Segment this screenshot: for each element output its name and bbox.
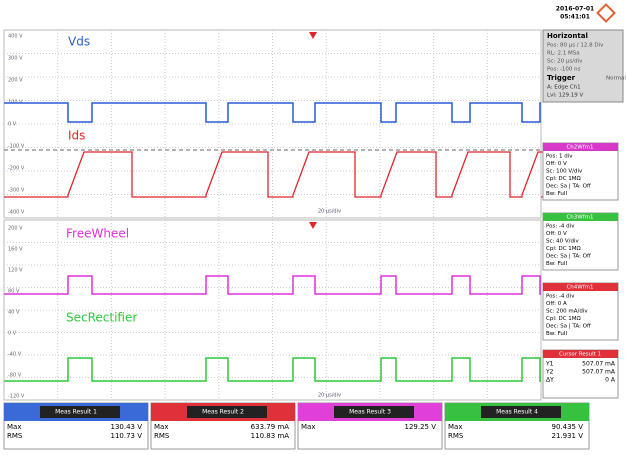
panel-line: Pos: -100 ns <box>547 67 581 73</box>
meas-value: 21.931 V <box>551 432 583 440</box>
panel-header <box>543 143 618 151</box>
panel-line: Bw: Full <box>546 191 567 197</box>
trace-freewheel <box>4 275 541 295</box>
axis-label: -120 V <box>8 394 25 400</box>
axis-label: 120 V <box>8 268 23 274</box>
panel-line: Bw: Full <box>546 261 567 267</box>
axis-label: 80 V <box>8 289 20 295</box>
axis-label: 0 V <box>8 122 17 128</box>
cursor-key: Y2 <box>545 369 554 376</box>
panel-line: Sc: 100 V/div <box>546 169 583 175</box>
channel-panel <box>542 282 619 341</box>
panel-title: Cursor Result 1 <box>559 352 601 358</box>
axis-label: 300 V <box>8 56 23 62</box>
meas-key: RMS <box>154 432 170 440</box>
panel-title: Ch2Wfm1 <box>566 145 593 151</box>
channel-label: SecRectifier <box>66 311 137 325</box>
axis-label: -400 V <box>8 210 25 216</box>
panel-header <box>543 283 618 291</box>
panel-title: Horizontal <box>547 32 588 40</box>
panel-line: Dec: Sa | TA: Off <box>546 184 591 190</box>
channel-label: Vds <box>68 35 90 49</box>
meas-value: 110.73 V <box>110 432 142 440</box>
axis-label: 160 V <box>8 247 23 253</box>
channel-label: Ids <box>68 129 85 143</box>
panel-line: A: Edge Ch1 <box>547 85 581 91</box>
axis-label: 200 V <box>8 226 23 232</box>
axis-label: 40 V <box>8 310 20 316</box>
meas-title: Meas Result 1 <box>55 409 97 416</box>
meas-title: Meas Result 3 <box>349 409 391 416</box>
panel-title: Ch3Wfm1 <box>566 215 593 221</box>
meas-key: Max <box>448 423 462 431</box>
cursor-value: 507.07 mA <box>582 361 616 368</box>
time: 05:41:01 <box>560 14 590 21</box>
panel-line: Dec: Sa | TA: Off <box>546 254 591 260</box>
panel-line: Pos: 80 µs / 12.8 Div <box>547 43 604 49</box>
horizontal-panel <box>542 29 624 103</box>
trace-vds <box>4 102 541 123</box>
panel-line: Off: 0 V <box>546 231 567 237</box>
panel-line: Pos: 1 div <box>546 154 573 160</box>
axis-label: -80 V <box>8 373 22 379</box>
cursor-key: Y1 <box>545 361 554 368</box>
trigger-marker <box>309 32 317 39</box>
date: 2016-07-01 <box>556 6 594 13</box>
axis-label: -200 V <box>8 166 25 172</box>
panel-header <box>543 213 618 221</box>
axis-label: -40 V <box>8 352 22 358</box>
panel-line: RL: 2.1 MSa <box>547 51 580 57</box>
trigger-marker <box>309 222 317 229</box>
axis-label: 0 V <box>8 331 17 337</box>
timebase: 20 µs/div <box>318 393 341 399</box>
meas-value: 110.83 mA <box>251 432 290 440</box>
panel-line: Lvl: 129.19 V <box>547 93 583 99</box>
meas-value: 130.43 V <box>110 423 142 431</box>
panel-line: Sc: 20 µs/div <box>547 59 583 65</box>
panel-title: Trigger <box>547 74 576 82</box>
logo <box>596 3 616 23</box>
trace-secrectifier <box>4 357 541 382</box>
axis-label: -300 V <box>8 188 25 194</box>
meas-title: Meas Result 4 <box>496 409 538 416</box>
meas-key: RMS <box>448 432 464 440</box>
axis-label: 200 V <box>8 78 23 84</box>
cursor-value: 0 A <box>605 377 616 384</box>
meas-key: Max <box>7 423 21 431</box>
meas-value: 633.79 mA <box>251 423 290 431</box>
timebase: 20 µs/div <box>318 209 341 215</box>
trace-ids <box>4 151 581 198</box>
meas-value: 90.435 V <box>551 423 583 431</box>
panel-line: Cpl: DC 1MΩ <box>546 246 581 252</box>
meas-title-bg <box>334 406 414 418</box>
meas-title-bg <box>481 406 561 418</box>
panel-header <box>543 350 618 358</box>
trigger-mode: Normal <box>606 76 626 82</box>
meas-title: Meas Result 2 <box>202 409 244 416</box>
panel-line: Cpl: DC 1MΩ <box>546 176 581 182</box>
axis-label: -100 V <box>8 144 25 150</box>
channel-label: FreeWheel <box>66 227 129 241</box>
meas-title-bg <box>187 406 267 418</box>
panel-line: Off: 0 A <box>546 301 567 307</box>
channel-panel <box>542 212 619 271</box>
meas-key: Max <box>154 423 168 431</box>
panel-line: Cpl: DC 1MΩ <box>546 316 581 322</box>
panel-title: Ch4Wfm1 <box>566 285 593 291</box>
panel-line: Sc: 40 V/div <box>546 239 579 245</box>
cursor-key: ΔY <box>546 377 554 384</box>
axis-label: 400 V <box>8 34 23 40</box>
meas-value: 129.25 V <box>404 423 436 431</box>
cursor-value: 507.07 mA <box>582 369 616 376</box>
panel-line: Pos: -4 div <box>546 294 575 300</box>
panel-line: Bw: Full <box>546 331 567 337</box>
meas-key: RMS <box>7 432 23 440</box>
meas-title-bg <box>40 406 120 418</box>
panel-line: Sc: 200 mA/div <box>546 309 588 315</box>
panel-line: Pos: -4 div <box>546 224 575 230</box>
panel-line: Off: 0 V <box>546 161 567 167</box>
meas-key: Max <box>301 423 315 431</box>
panel-line: Dec: Sa | TA: Off <box>546 324 591 330</box>
